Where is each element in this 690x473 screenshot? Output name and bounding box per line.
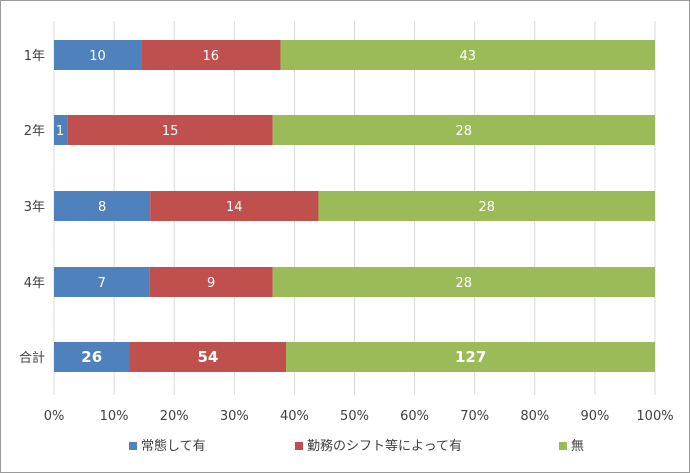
x-tick-label: 70%	[460, 409, 489, 424]
bar-segment	[286, 342, 655, 372]
data-label: 14	[226, 200, 243, 215]
data-label: 9	[207, 276, 215, 291]
bar-segment	[150, 191, 319, 221]
x-tick-label: 100%	[636, 409, 673, 424]
data-label: 8	[98, 200, 106, 215]
data-label: 15	[162, 124, 179, 139]
category-label: 4年	[24, 276, 45, 291]
category-label: 1年	[24, 49, 45, 64]
bars: 10 16 43 1 15 28 8 14 28 7 9 28 26 54 127	[54, 40, 655, 372]
bar-segment	[54, 115, 68, 145]
bar-segment	[129, 342, 287, 372]
x-tick-label: 80%	[520, 409, 549, 424]
data-label: 28	[455, 276, 472, 291]
bar-segment	[318, 191, 655, 221]
legend-swatch	[129, 442, 137, 450]
x-tick-label: 90%	[580, 409, 609, 424]
legend-swatch	[559, 442, 567, 450]
data-label: 7	[98, 276, 106, 291]
data-label: 1	[56, 124, 64, 139]
x-tick-label: 60%	[400, 409, 429, 424]
legend-label: 常態して有	[141, 438, 206, 454]
bar-segment	[280, 40, 655, 70]
x-tick-label: 10%	[100, 409, 129, 424]
bar-segment	[54, 40, 142, 70]
bar-segment	[54, 267, 150, 297]
legend-label: 勤務のシフト等によって有	[307, 438, 462, 454]
category-label: 3年	[24, 200, 45, 215]
data-label: 10	[89, 49, 106, 64]
data-label: 28	[478, 200, 495, 215]
x-tick-label: 40%	[280, 409, 309, 424]
bar-segment	[272, 115, 655, 145]
category-label: 2年	[24, 124, 45, 139]
x-tick-labels: 0% 10% 20% 30% 40% 50% 60% 70% 80% 90% 100%	[44, 409, 674, 424]
category-label: 合計	[19, 350, 45, 366]
data-label: 26	[81, 348, 102, 366]
x-tick-label: 50%	[340, 409, 369, 424]
x-tick-label: 20%	[160, 409, 189, 424]
x-tick-label: 30%	[220, 409, 249, 424]
bar-segment	[141, 40, 281, 70]
x-tick-label: 0%	[44, 409, 65, 424]
legend-swatch	[295, 442, 303, 450]
data-label: 28	[455, 124, 472, 139]
bar-segment	[54, 342, 130, 372]
legend: 常態して有 勤務のシフト等によって有 無	[129, 438, 584, 454]
data-label: 16	[203, 49, 220, 64]
bar-segment	[272, 267, 655, 297]
bar-segment	[54, 191, 151, 221]
data-label: 127	[455, 348, 486, 366]
data-label: 43	[459, 49, 476, 64]
bar-segment	[149, 267, 273, 297]
data-label: 54	[197, 348, 218, 366]
legend-label: 無	[571, 439, 584, 454]
bar-segment	[67, 115, 273, 145]
